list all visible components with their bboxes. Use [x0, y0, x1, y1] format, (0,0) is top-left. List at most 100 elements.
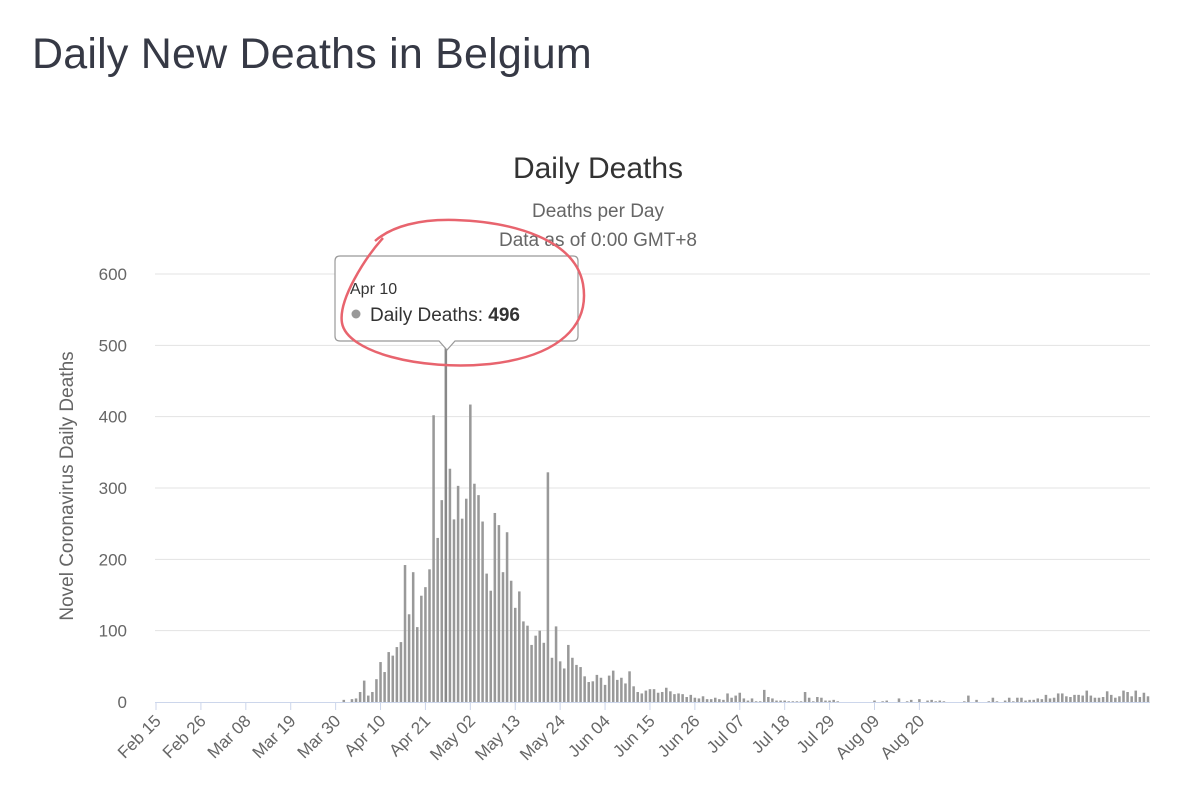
bar[interactable]	[383, 672, 386, 702]
bar[interactable]	[832, 699, 835, 702]
bar[interactable]	[591, 681, 595, 702]
bar[interactable]	[644, 690, 648, 702]
bar[interactable]	[1065, 696, 1068, 702]
bar[interactable]	[583, 676, 586, 702]
bar[interactable]	[677, 693, 680, 702]
bar[interactable]	[538, 630, 541, 702]
bar[interactable]	[411, 572, 415, 702]
bar[interactable]	[526, 625, 529, 702]
bar[interactable]	[1097, 697, 1101, 702]
bar[interactable]	[493, 512, 497, 702]
bar[interactable]	[689, 694, 693, 702]
bar[interactable]	[673, 694, 676, 702]
bar[interactable]	[1061, 693, 1064, 702]
bar[interactable]	[734, 695, 737, 702]
bar[interactable]	[1077, 694, 1080, 702]
bar[interactable]	[362, 680, 366, 702]
bar[interactable]	[697, 698, 701, 702]
bar[interactable]	[477, 495, 480, 702]
bar[interactable]	[1109, 694, 1113, 702]
bar[interactable]	[391, 655, 395, 702]
bar[interactable]	[1044, 694, 1048, 702]
bar[interactable]	[836, 701, 840, 702]
bar[interactable]	[648, 689, 652, 702]
bar[interactable]	[428, 569, 431, 702]
bar[interactable]	[550, 657, 554, 702]
bar[interactable]	[505, 532, 509, 702]
bar[interactable]	[730, 697, 733, 702]
bar[interactable]	[542, 642, 546, 702]
bar[interactable]	[436, 537, 439, 702]
bar[interactable]	[448, 468, 452, 702]
bar[interactable]	[456, 485, 460, 702]
bar[interactable]	[1048, 698, 1052, 702]
bar[interactable]	[620, 677, 623, 702]
bar[interactable]	[1142, 692, 1146, 702]
bar[interactable]	[787, 701, 791, 702]
bar[interactable]	[722, 699, 725, 702]
bar[interactable]	[926, 700, 929, 702]
bar[interactable]	[575, 664, 578, 702]
bar[interactable]	[424, 587, 427, 702]
bar[interactable]	[636, 692, 639, 702]
bar[interactable]	[701, 696, 705, 702]
bar[interactable]	[1032, 699, 1035, 702]
bar[interactable]	[905, 701, 909, 702]
bar[interactable]	[1134, 690, 1138, 702]
bar[interactable]	[579, 667, 582, 702]
bar[interactable]	[375, 679, 378, 702]
bar[interactable]	[803, 692, 807, 702]
bar[interactable]	[873, 700, 876, 702]
bar[interactable]	[452, 519, 456, 702]
bar[interactable]	[371, 692, 374, 702]
bar[interactable]	[546, 472, 550, 702]
bar[interactable]	[660, 692, 664, 702]
bar[interactable]	[464, 498, 468, 702]
bar[interactable]	[489, 590, 493, 702]
bar[interactable]	[518, 591, 521, 702]
bar[interactable]	[705, 699, 709, 702]
bar[interactable]	[791, 701, 795, 702]
bar[interactable]	[718, 699, 721, 702]
bar[interactable]	[771, 698, 774, 702]
bar[interactable]	[473, 483, 476, 702]
bar[interactable]	[763, 689, 766, 702]
bar[interactable]	[1101, 697, 1105, 702]
bar[interactable]	[709, 699, 713, 702]
bar[interactable]	[807, 697, 811, 702]
bar[interactable]	[1012, 701, 1015, 702]
bar[interactable]	[1146, 696, 1150, 702]
bar[interactable]	[1093, 697, 1097, 702]
bar[interactable]	[632, 686, 635, 702]
bar[interactable]	[685, 697, 688, 702]
bar[interactable]	[811, 701, 815, 702]
bar[interactable]	[1118, 696, 1121, 702]
bar[interactable]	[611, 670, 615, 702]
bar[interactable]	[603, 684, 607, 702]
bar[interactable]	[595, 674, 599, 702]
bar[interactable]	[616, 679, 619, 702]
bar[interactable]	[934, 701, 937, 702]
bar[interactable]	[367, 695, 370, 702]
bar[interactable]	[567, 644, 570, 702]
bar[interactable]	[885, 700, 888, 702]
bar[interactable]	[1114, 697, 1117, 702]
bar[interactable]	[942, 701, 946, 702]
bar[interactable]	[1081, 695, 1084, 702]
bar[interactable]	[754, 701, 758, 702]
bar[interactable]	[530, 644, 533, 702]
bar[interactable]	[918, 699, 921, 702]
bar[interactable]	[693, 697, 697, 702]
bar[interactable]	[1040, 699, 1044, 702]
bar[interactable]	[738, 692, 742, 702]
bar[interactable]	[399, 642, 403, 702]
bar[interactable]	[909, 699, 913, 702]
bar[interactable]	[681, 694, 684, 702]
bar[interactable]	[607, 675, 611, 702]
bar[interactable]	[1016, 697, 1019, 702]
bar[interactable]	[509, 580, 513, 702]
bar[interactable]	[501, 572, 505, 702]
bar[interactable]	[1126, 692, 1129, 702]
bar[interactable]	[669, 691, 672, 702]
